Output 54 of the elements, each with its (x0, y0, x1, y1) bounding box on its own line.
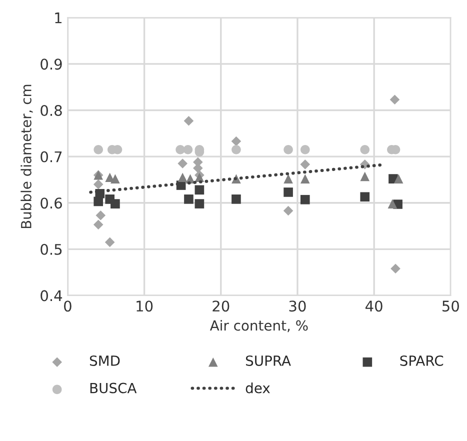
point (360, 192, 370, 202)
point (300, 194, 310, 204)
point (178, 158, 188, 168)
y-axis-title: Bubble diameter, cm (20, 84, 33, 228)
point (176, 144, 185, 154)
x-tick-label: 10 (136, 300, 153, 312)
point (194, 185, 204, 195)
point (231, 136, 242, 146)
y-tick-label: 0.9 (40, 58, 62, 70)
point (96, 210, 106, 220)
legend-label: SUPRA (246, 355, 291, 366)
y-tick-label: 0.5 (40, 244, 62, 255)
y-tick-label: 0.4 (40, 290, 62, 302)
x-tick-label: 30 (289, 300, 306, 312)
point (93, 179, 104, 190)
x-axis-title: Air content, % (210, 320, 308, 332)
point (104, 237, 115, 248)
point (94, 196, 104, 206)
point (300, 160, 310, 170)
point (183, 144, 193, 154)
point (388, 199, 398, 208)
legend-label: BUSCA (90, 382, 137, 394)
point (284, 188, 293, 197)
point (232, 144, 241, 154)
legend-label: dex (246, 382, 270, 394)
point (93, 220, 104, 230)
point (94, 144, 104, 154)
point (284, 174, 293, 184)
x-tick-label: 20 (212, 300, 230, 312)
point (110, 199, 120, 208)
point (184, 116, 194, 126)
legend-label: SPARC (400, 355, 444, 366)
x-tick-label: 0 (64, 300, 72, 312)
point (360, 172, 370, 182)
point (232, 194, 241, 204)
point (184, 194, 194, 204)
point (360, 144, 370, 154)
legend-label: SMD (90, 355, 120, 366)
point (284, 144, 293, 154)
point (300, 174, 310, 184)
x-tick-label: 50 (442, 300, 459, 312)
point (390, 264, 400, 274)
y-tick-label: 0.7 (40, 151, 62, 162)
y-tick-label: 0.6 (40, 198, 62, 209)
point (300, 144, 310, 154)
x-tick-label: 40 (366, 300, 382, 312)
point (178, 172, 188, 182)
point (283, 206, 294, 216)
y-tick-label: 1 (55, 12, 62, 24)
point (394, 174, 404, 184)
point (390, 94, 400, 105)
point (110, 174, 120, 184)
y-tick-label: 0.8 (40, 104, 62, 116)
point (194, 199, 204, 208)
